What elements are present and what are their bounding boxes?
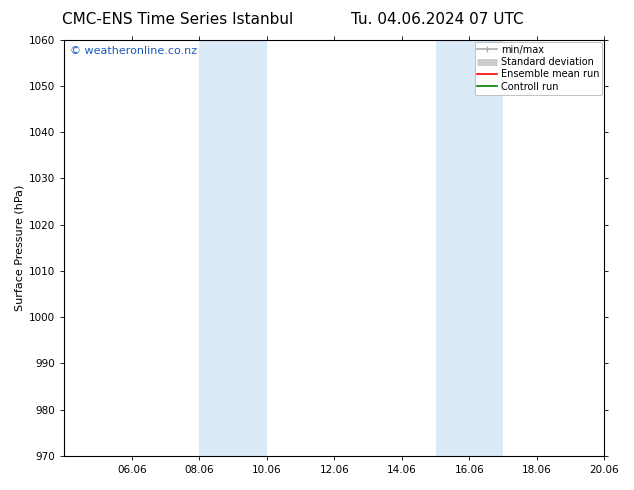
Text: Tu. 04.06.2024 07 UTC: Tu. 04.06.2024 07 UTC (351, 12, 524, 27)
Text: © weatheronline.co.nz: © weatheronline.co.nz (70, 46, 197, 56)
Bar (199, 40, 267, 456)
Text: CMC-ENS Time Series Istanbul: CMC-ENS Time Series Istanbul (62, 12, 293, 27)
Y-axis label: Surface Pressure (hPa): Surface Pressure (hPa) (15, 185, 25, 311)
Legend: min/max, Standard deviation, Ensemble mean run, Controll run: min/max, Standard deviation, Ensemble me… (475, 42, 602, 95)
Bar (436, 40, 503, 456)
